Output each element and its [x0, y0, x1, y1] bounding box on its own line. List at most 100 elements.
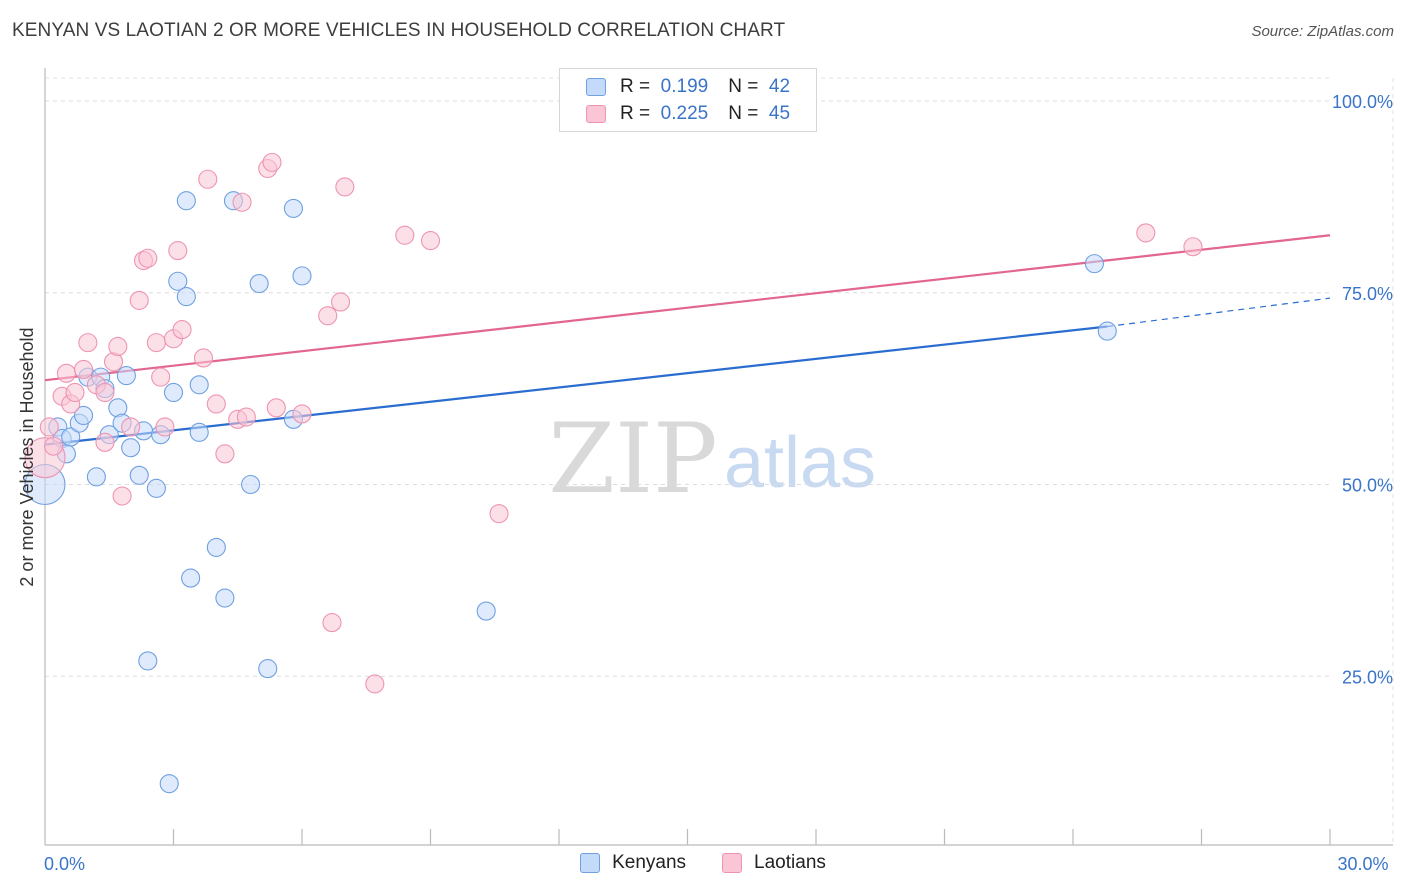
y-tick-label: 50.0% [1342, 476, 1393, 496]
point-kenyans [146, 478, 166, 498]
point-laotians [121, 417, 141, 437]
point-laotians [318, 306, 338, 326]
point-laotians [112, 486, 132, 506]
point-laotians [172, 320, 192, 340]
point-kenyans [181, 568, 201, 588]
point-kenyans [1084, 254, 1104, 274]
point-kenyans [129, 465, 149, 485]
point-laotians [1183, 237, 1203, 257]
point-laotians [262, 152, 282, 172]
legend-row-kenyans: R = 0.199 N = 42 [586, 75, 790, 99]
axis-layer: 25.0% 50.0% 75.0% 100.0% 0.0% 30.0% [44, 68, 1393, 874]
bottom-legend: Kenyans Laotians [0, 852, 1406, 874]
point-laotians [78, 333, 98, 353]
bottom-legend-item-laotians[interactable]: Laotians [722, 852, 826, 874]
point-kenyans [189, 375, 209, 395]
legend-n-value: 42 [768, 76, 791, 97]
source-label: Source: ZipAtlas.com [1251, 23, 1394, 40]
point-kenyans [1097, 321, 1117, 341]
point-laotians [95, 432, 115, 452]
point-laotians [155, 417, 175, 437]
point-laotians [198, 169, 218, 189]
bottom-legend-swatch-laotians [722, 853, 743, 873]
legend-n-label: N = [728, 103, 759, 124]
x-tick-label: 0.0% [44, 854, 85, 874]
point-kenyans [176, 191, 196, 211]
point-kenyans [163, 382, 184, 403]
point-laotians [1136, 223, 1156, 243]
legend-swatch-kenyans [586, 78, 606, 96]
point-kenyans [206, 537, 226, 557]
point-laotians [420, 231, 441, 251]
point-kenyans [86, 467, 106, 487]
watermark: ZIP atlas [548, 403, 876, 515]
point-laotians [335, 177, 355, 197]
x-tick-label: 30.0% [1337, 854, 1388, 874]
point-laotians [108, 336, 128, 357]
legend-n-value: 45 [768, 103, 791, 124]
points-layer [24, 152, 1203, 794]
point-laotians [168, 241, 188, 261]
y-tick-label: 100.0% [1332, 92, 1393, 112]
grid-layer [45, 77, 1394, 845]
point-laotians [395, 225, 415, 245]
point-kenyans [121, 438, 141, 458]
point-laotians [232, 192, 252, 212]
point-kenyans [74, 405, 94, 426]
bottom-legend-label-kenyans: Kenyans [612, 852, 687, 873]
trend-line-kenyans [44, 325, 1108, 446]
point-laotians [266, 398, 286, 418]
point-laotians [215, 444, 235, 464]
legend-r-value: 0.199 [660, 76, 709, 97]
legend-row-laotians: R = 0.225 N = 45 [586, 102, 790, 126]
point-laotians [236, 407, 256, 427]
point-laotians [65, 382, 85, 403]
trend-layer [44, 234, 1331, 446]
legend-r-value: 0.225 [660, 103, 709, 124]
bottom-legend-swatch-kenyans [580, 853, 601, 873]
point-kenyans [476, 601, 496, 621]
y-axis-label: 2 or more Vehicles in Household [17, 327, 37, 586]
point-laotians [138, 248, 158, 268]
trend-extension-kenyans [1107, 297, 1331, 328]
point-kenyans [215, 588, 235, 608]
point-laotians [146, 333, 166, 353]
legend-swatch-laotians [586, 105, 606, 123]
point-kenyans [61, 427, 81, 447]
point-laotians [322, 613, 342, 633]
y-tick-label: 75.0% [1342, 284, 1393, 304]
point-laotians [206, 394, 226, 414]
legend-r-label: R = [620, 76, 651, 97]
point-laotians [365, 674, 385, 694]
point-kenyans [138, 651, 158, 671]
watermark-atlas: atlas [724, 423, 876, 503]
point-kenyans [292, 266, 312, 286]
point-laotians [151, 367, 171, 387]
point-kenyans [168, 271, 188, 291]
point-laotians [193, 348, 214, 368]
point-laotians [129, 290, 149, 310]
chart-title: KENYAN VS LAOTIAN 2 OR MORE VEHICLES IN … [12, 20, 786, 41]
point-laotians [95, 382, 115, 403]
point-laotians [56, 363, 76, 383]
point-laotians [292, 404, 312, 424]
point-laotians [39, 417, 59, 437]
point-laotians [44, 436, 64, 456]
legend-n-label: N = [728, 76, 759, 97]
point-kenyans [176, 287, 196, 307]
bottom-legend-label-laotians: Laotians [754, 852, 826, 873]
bottom-legend-item-kenyans[interactable]: Kenyans [580, 852, 686, 874]
watermark-zip: ZIP [548, 403, 717, 515]
trend-line-laotians [44, 234, 1331, 382]
y-tick-label: 25.0% [1342, 667, 1393, 687]
point-laotians [74, 359, 94, 380]
point-laotians [489, 504, 509, 524]
point-kenyans [159, 774, 179, 794]
legend-r-label: R = [620, 103, 651, 124]
point-kenyans [241, 474, 261, 495]
point-laotians [330, 292, 351, 312]
point-kenyans [283, 198, 303, 218]
point-kenyans [258, 659, 278, 679]
point-kenyans [189, 422, 209, 442]
